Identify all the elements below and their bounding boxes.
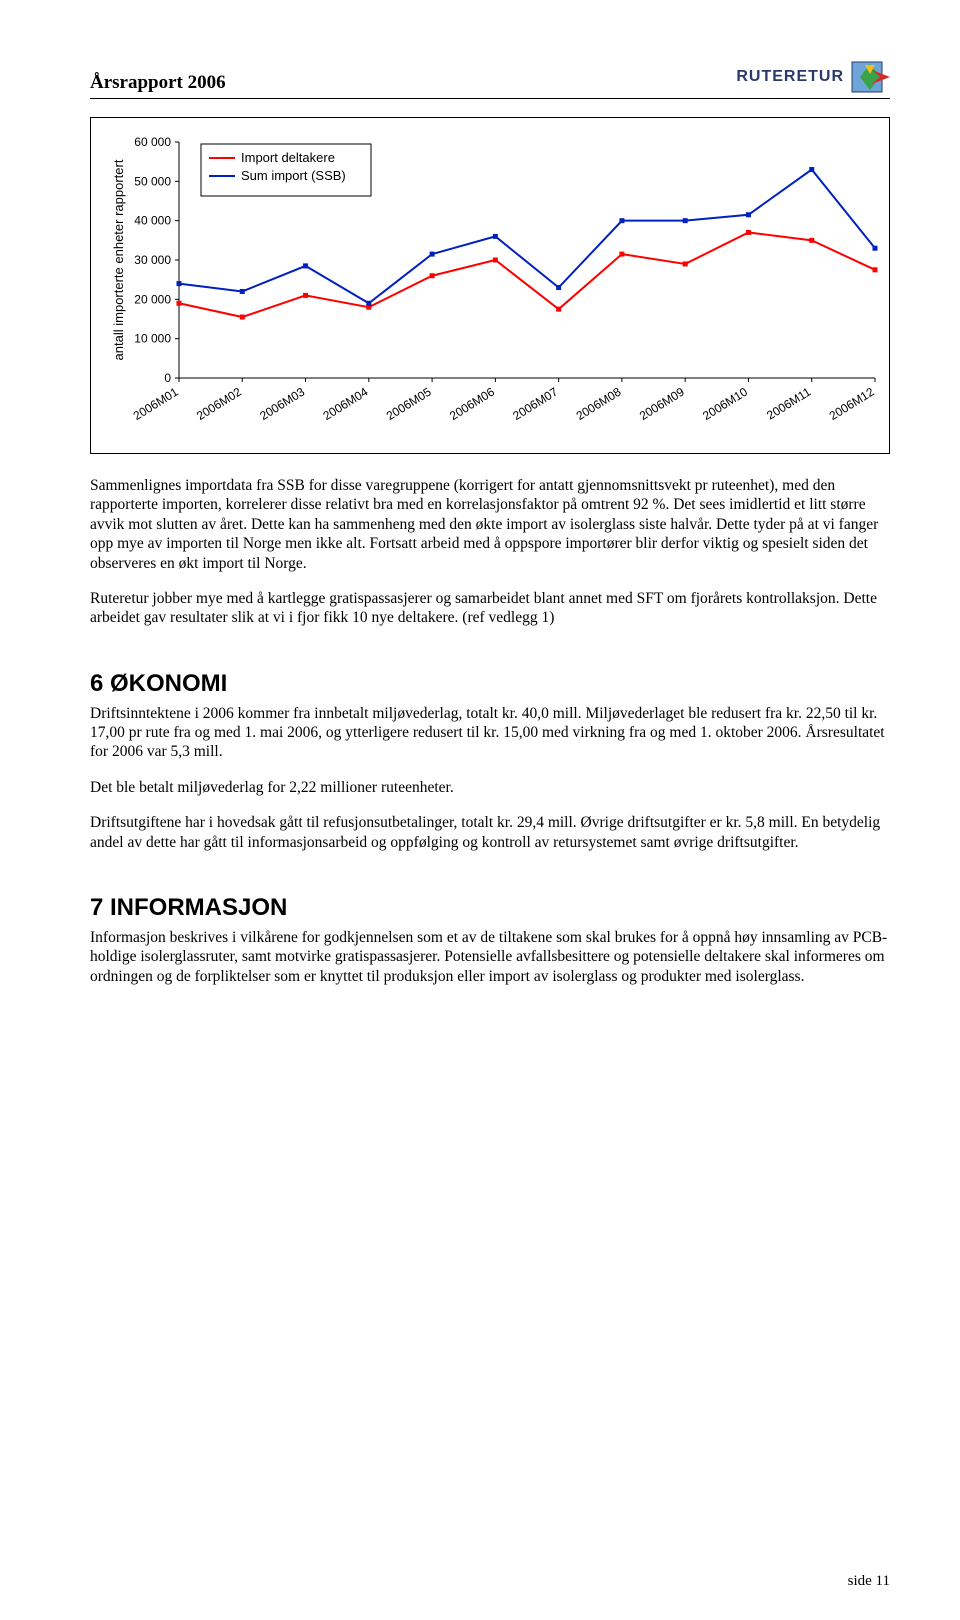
section-6-paragraph-1: Driftsinntektene i 2006 kommer fra innbe… xyxy=(90,704,890,762)
svg-text:50 000: 50 000 xyxy=(134,174,171,188)
body-paragraph-2: Ruteretur jobber mye med å kartlegge gra… xyxy=(90,589,890,628)
section-6-heading: 6 ØKONOMI xyxy=(90,670,890,698)
svg-text:antall importerte enheter rapp: antall importerte enheter rapportert xyxy=(111,159,126,360)
section-6-paragraph-2: Det ble betalt miljøvederlag for 2,22 mi… xyxy=(90,778,890,797)
section-6-paragraph-3: Driftsutgiftene har i hovedsak gått til … xyxy=(90,813,890,852)
report-title: Årsrapport 2006 xyxy=(90,72,226,94)
svg-text:40 000: 40 000 xyxy=(134,214,171,228)
page-header: Årsrapport 2006 RUTERETUR xyxy=(90,60,890,99)
svg-text:20 000: 20 000 xyxy=(134,292,171,306)
svg-text:Sum import (SSB): Sum import (SSB) xyxy=(241,168,346,183)
import-line-chart: 010 00020 00030 00040 00050 00060 000200… xyxy=(105,132,885,442)
body-paragraph-1: Sammenlignes importdata fra SSB for diss… xyxy=(90,476,890,573)
import-chart-container: 010 00020 00030 00040 00050 00060 000200… xyxy=(90,117,890,454)
svg-text:10 000: 10 000 xyxy=(134,332,171,346)
page-number: side 11 xyxy=(848,1573,890,1590)
ruteretur-logo-icon xyxy=(850,60,890,94)
logo: RUTERETUR xyxy=(736,60,890,94)
logo-text: RUTERETUR xyxy=(736,68,844,86)
section-7-heading: 7 INFORMASJON xyxy=(90,894,890,922)
svg-text:0: 0 xyxy=(164,371,171,385)
svg-text:30 000: 30 000 xyxy=(134,253,171,267)
section-7-paragraph-1: Informasjon beskrives i vilkårene for go… xyxy=(90,928,890,986)
svg-text:60 000: 60 000 xyxy=(134,135,171,149)
svg-text:Import deltakere: Import deltakere xyxy=(241,150,335,165)
